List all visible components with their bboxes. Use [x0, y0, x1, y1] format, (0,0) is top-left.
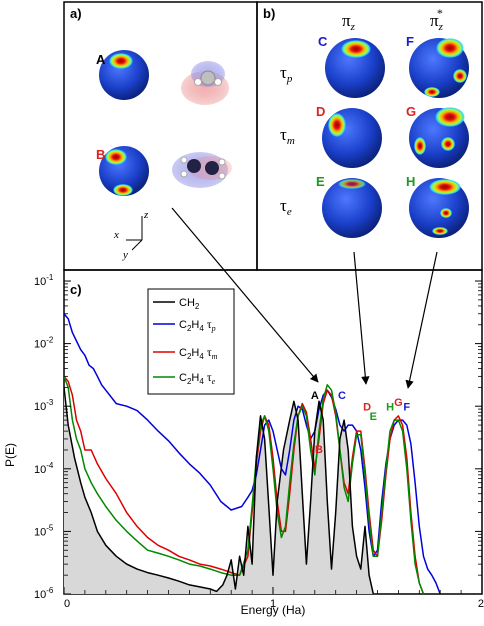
connector-arrows: [171, 207, 438, 389]
arrow-b-to-A: [171, 207, 319, 383]
legend: CH2 C2H4 τp C2H4 τm C2H4 τe: [147, 288, 235, 395]
column-header-pi-star: πz*: [430, 6, 444, 33]
x-tick-label: 0: [64, 598, 70, 610]
series-line-tau_e: [64, 376, 425, 594]
legend-entry-tau-e: C2H4 τe: [153, 370, 216, 386]
series-line-CH2: [64, 387, 375, 594]
panel-b: b) πz πz* τp τm τe C D E: [263, 6, 469, 238]
sphere-G: G: [406, 104, 469, 168]
panel-c-label: c): [70, 282, 82, 297]
svg-text:C2H4 τp: C2H4 τp: [179, 317, 216, 333]
y-tick-label: 10-6: [34, 586, 54, 601]
panel-c: c) 10-1 10-2 10-3 10-4 10-5 10-6 0 1 2 P(E) Ener…: [3, 269, 484, 617]
panel-b-label: b): [263, 6, 275, 21]
arrow-e-to-C: [353, 251, 370, 385]
molecule-c2h4: [172, 152, 232, 188]
sphere-label-B: B: [96, 147, 105, 162]
x-axis-label: Energy (Ha): [241, 603, 306, 617]
y-tick-label: 10-3: [34, 398, 54, 413]
axis-ticks: 10-1 10-2 10-3 10-4 10-5 10-6 0 1 2: [34, 273, 484, 610]
sphere-A: A: [96, 50, 149, 100]
peak-label-E: E: [370, 411, 377, 423]
sphere-D: D: [316, 104, 382, 168]
peak-label-B: B: [315, 444, 323, 456]
sphere-F: F: [406, 34, 469, 98]
arrow-h-to-F: [405, 251, 438, 389]
peak-label-G: G: [394, 397, 403, 409]
x-tick-label: 2: [478, 598, 484, 610]
molecule-ch2: [181, 61, 229, 105]
sphere-H: H: [406, 174, 469, 238]
peak-label-H: H: [386, 402, 394, 414]
peak-label-A: A: [311, 390, 319, 402]
sphere-B: B: [96, 146, 149, 196]
sphere-label-G: G: [406, 104, 416, 119]
row-label-tau-e: τe: [280, 196, 292, 218]
panel-a-label: a): [70, 6, 82, 21]
peak-labels: A B C DE GH F: [311, 390, 411, 456]
axis-y: y: [122, 249, 128, 261]
svg-text:CH2: CH2: [179, 297, 200, 311]
sphere-label-A: A: [96, 52, 106, 67]
series-lines: [64, 313, 441, 594]
row-label-tau-p: τp: [280, 63, 293, 85]
sphere-label-E: E: [316, 174, 325, 189]
axis-x: x: [113, 229, 119, 241]
axis-z: z: [143, 209, 149, 221]
y-tick-label: 10-5: [34, 523, 54, 538]
coordinate-axes: z x y: [113, 209, 149, 261]
peak-label-D: D: [363, 402, 371, 414]
peak-label-F: F: [403, 402, 410, 414]
sphere-label-F: F: [406, 34, 414, 49]
sphere-label-H: H: [406, 174, 415, 189]
sphere-label-C: C: [318, 34, 328, 49]
sphere-C: C: [318, 34, 385, 98]
y-tick-label: 10-2: [34, 336, 54, 351]
y-axis-label: P(E): [3, 443, 17, 467]
legend-entry-tau-p: C2H4 τp: [153, 317, 216, 333]
svg-text:C2H4 τm: C2H4 τm: [179, 345, 218, 361]
y-tick-label: 10-1: [34, 273, 54, 288]
svg-text:C2H4 τe: C2H4 τe: [179, 370, 216, 386]
row-label-tau-m: τm: [280, 125, 295, 147]
peak-label-C: C: [338, 390, 346, 402]
panel-a-frame: [63, 1, 258, 271]
sphere-label-D: D: [316, 104, 325, 119]
sphere-E: E: [316, 174, 382, 238]
column-header-pi: πz: [342, 11, 356, 33]
panel-a: a) A B: [70, 6, 232, 261]
x-tick-label: 1: [270, 598, 276, 610]
y-tick-label: 10-4: [34, 461, 54, 476]
legend-entry-ch2: CH2: [153, 297, 200, 311]
legend-entry-tau-m: C2H4 τm: [153, 345, 218, 361]
